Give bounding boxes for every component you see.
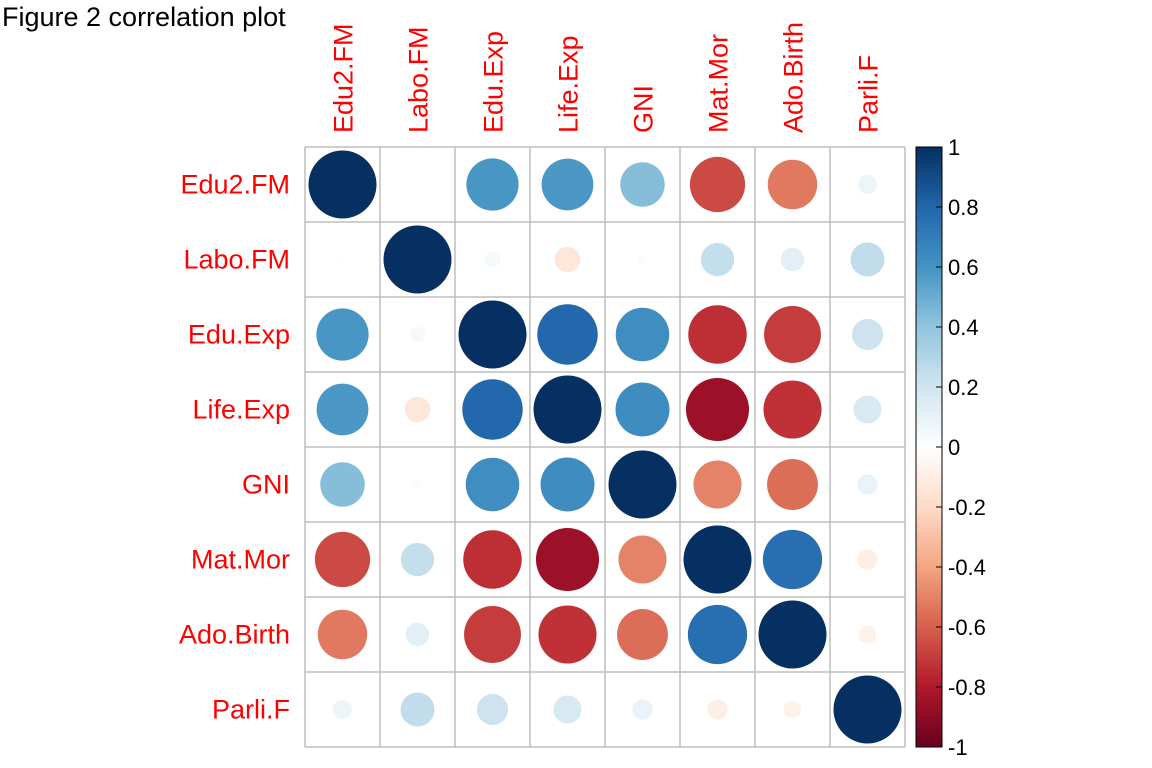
correlation-circle	[538, 605, 597, 664]
correlation-circle	[316, 308, 369, 361]
correlation-circle	[400, 692, 435, 727]
correlation-circle	[693, 460, 742, 509]
colorbar-tick-label: 0.6	[948, 255, 979, 280]
correlation-circle	[637, 254, 648, 265]
correlation-circle	[700, 242, 735, 277]
correlation-circle	[533, 375, 602, 444]
correlation-circle	[620, 162, 665, 207]
correlation-circle	[687, 604, 748, 665]
colorbar-tick-label: 0.4	[948, 315, 979, 340]
correlation-circle	[458, 300, 527, 369]
correlation-circle	[853, 395, 882, 424]
correlation-circle	[463, 530, 522, 589]
colorbar-tick-label: -0.2	[948, 495, 986, 520]
correlation-circle	[535, 527, 600, 592]
correlation-circle	[404, 396, 431, 423]
colorbar-tick-label: -0.8	[948, 675, 986, 700]
correlation-circle	[465, 457, 520, 512]
colorbar-tick-label: 0.8	[948, 195, 979, 220]
correlation-circle	[466, 158, 519, 211]
correlation-circle	[615, 307, 670, 362]
row-label: Parli.F	[212, 695, 290, 725]
correlation-circle	[685, 377, 750, 442]
correlation-circle	[767, 459, 818, 510]
correlation-circle	[383, 225, 452, 294]
correlation-circle	[320, 462, 365, 507]
correlation-circle	[316, 383, 369, 436]
correlation-circle	[476, 693, 509, 726]
correlation-circle	[764, 306, 821, 363]
correlation-circle	[763, 380, 822, 439]
correlation-circle	[857, 549, 878, 570]
correlation-circle	[858, 625, 877, 644]
correlation-circle	[400, 542, 435, 577]
correlation-circle	[314, 531, 371, 588]
column-label: Parli.F	[854, 55, 884, 133]
correlation-circle	[464, 606, 521, 663]
correlation-circle	[857, 174, 878, 195]
row-label: Mat.Mor	[191, 545, 290, 575]
correlation-circle	[409, 326, 426, 343]
column-label: GNI	[629, 85, 659, 133]
colorbar-tick-label: -1	[948, 735, 968, 760]
colorbar-tick-label: 0.2	[948, 375, 979, 400]
correlation-circle	[851, 318, 884, 351]
correlation-circle	[618, 535, 667, 584]
correlation-circle	[689, 156, 746, 213]
correlation-circle	[615, 382, 670, 437]
column-label: Edu2.FM	[329, 23, 359, 133]
row-label: Ado.Birth	[179, 620, 290, 650]
column-label: Edu.Exp	[479, 31, 509, 133]
correlation-circle	[780, 247, 805, 272]
correlation-circle	[339, 256, 346, 263]
circles	[308, 150, 902, 744]
correlation-circle	[308, 150, 377, 219]
correlation-circle	[783, 700, 802, 719]
correlation-circle	[707, 699, 728, 720]
correlation-circle	[553, 695, 582, 724]
row-label: Life.Exp	[192, 395, 290, 425]
correlation-circle	[462, 379, 523, 440]
correlation-circle	[484, 251, 501, 268]
correlation-circle	[683, 525, 752, 594]
colorbar-tick-label: 0	[948, 435, 960, 460]
correlation-circle	[405, 622, 430, 647]
correlation-circle	[758, 600, 827, 669]
grid	[304, 146, 906, 748]
colorbar-tick-label: -0.4	[948, 555, 986, 580]
correlation-circle	[762, 529, 823, 590]
row-label: Edu2.FM	[180, 170, 290, 200]
correlation-circle	[332, 699, 353, 720]
correlation-circle	[688, 305, 747, 364]
row-label: Edu.Exp	[188, 320, 290, 350]
correlation-circle	[540, 457, 595, 512]
column-label: Labo.FM	[404, 26, 434, 133]
correlation-circle	[608, 450, 677, 519]
correlation-circle	[317, 609, 368, 660]
colorbar-tick-label: -0.6	[948, 615, 986, 640]
column-label: Life.Exp	[554, 35, 584, 133]
correlation-circle	[554, 246, 581, 273]
correlation-circle	[537, 304, 598, 365]
row-label: GNI	[242, 470, 290, 500]
column-label: Ado.Birth	[779, 22, 809, 133]
correlation-circle	[850, 242, 885, 277]
row-label: Labo.FM	[183, 245, 290, 275]
chart-title: Figure 2 correlation plot	[2, 2, 286, 32]
correlation-circle	[541, 158, 594, 211]
colorbar-tick-label: 1	[948, 135, 960, 160]
correlation-circle	[857, 474, 878, 495]
correlation-circle	[767, 159, 818, 210]
column-label: Mat.Mor	[704, 34, 734, 133]
correlation-circle	[414, 181, 421, 188]
correlation-circle	[412, 479, 423, 490]
correlation-circle	[617, 609, 668, 660]
correlation-circle	[632, 699, 653, 720]
correlation-circle	[833, 675, 902, 744]
